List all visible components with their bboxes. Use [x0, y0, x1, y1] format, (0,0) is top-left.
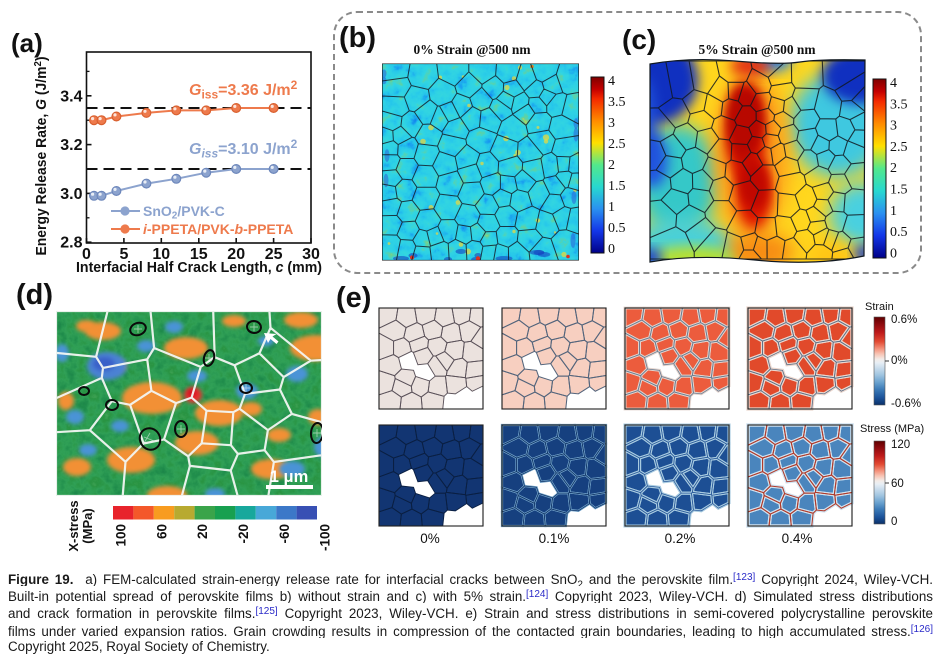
svg-text:1.5: 1.5	[890, 183, 908, 198]
svg-text:0: 0	[608, 242, 615, 257]
svg-text:0.2%: 0.2%	[665, 531, 696, 546]
svg-text:60: 60	[154, 524, 169, 539]
svg-text:5% Strain @500 nm: 5% Strain @500 nm	[699, 42, 817, 57]
svg-text:-20: -20	[236, 524, 251, 544]
svg-text:SnO2/PVK-C: SnO2/PVK-C	[143, 203, 225, 222]
svg-text:Giss=3.10 J/m2: Giss=3.10 J/m2	[189, 137, 298, 161]
svg-text:3.0: 3.0	[60, 186, 82, 203]
svg-text:3.5: 3.5	[890, 97, 908, 112]
svg-text:3.4: 3.4	[60, 88, 82, 105]
svg-text:-100: -100	[318, 524, 333, 551]
svg-text:5: 5	[119, 246, 128, 263]
svg-text:Giss=3.36 J/m2: Giss=3.36 J/m2	[189, 78, 298, 102]
svg-text:0: 0	[890, 246, 897, 261]
svg-text:1: 1	[890, 204, 897, 219]
svg-text:-60: -60	[277, 524, 292, 544]
svg-text:i-PPETA/PVK-b-PPETA: i-PPETA/PVK-b-PPETA	[143, 221, 293, 237]
svg-text:0: 0	[82, 246, 91, 263]
svg-text:4: 4	[890, 76, 897, 91]
svg-text:4: 4	[608, 74, 615, 89]
svg-text:60: 60	[891, 478, 904, 490]
svg-text:25: 25	[265, 246, 283, 263]
svg-text:3: 3	[608, 116, 615, 131]
svg-text:1: 1	[608, 200, 615, 215]
svg-text:15: 15	[190, 246, 208, 263]
svg-text:10: 10	[152, 246, 170, 263]
svg-text:Energy Release Rate, G (J/m2): Energy Release Rate, G (J/m2)	[33, 56, 50, 255]
svg-text:Strain: Strain	[865, 301, 894, 313]
svg-text:0.4%: 0.4%	[782, 531, 813, 546]
svg-text:2.8: 2.8	[60, 235, 82, 252]
svg-text:0%: 0%	[891, 355, 908, 367]
svg-text:0%: 0%	[420, 531, 440, 546]
svg-text:1 μm: 1 μm	[270, 468, 309, 486]
svg-text:(MPa): (MPa)	[80, 508, 95, 543]
svg-text:X-stress: X-stress	[66, 500, 81, 551]
svg-text:2.5: 2.5	[608, 137, 626, 152]
svg-text:20: 20	[195, 524, 210, 539]
svg-text:100: 100	[114, 524, 129, 547]
svg-text:0.5: 0.5	[890, 225, 908, 240]
svg-text:120: 120	[891, 439, 910, 451]
svg-text:3.5: 3.5	[608, 95, 626, 110]
svg-text:-0.6%: -0.6%	[891, 398, 921, 410]
svg-text:2: 2	[608, 158, 615, 173]
svg-text:0.5: 0.5	[608, 221, 626, 236]
svg-text:20: 20	[227, 246, 245, 263]
svg-text:1.5: 1.5	[608, 179, 626, 194]
svg-text:2.5: 2.5	[890, 140, 908, 155]
svg-text:0.1%: 0.1%	[539, 531, 570, 546]
svg-text:Stress (MPa): Stress (MPa)	[860, 423, 924, 435]
svg-text:3: 3	[890, 119, 897, 134]
svg-text:0% Strain @500 nm: 0% Strain @500 nm	[414, 42, 532, 57]
svg-text:3.2: 3.2	[60, 137, 82, 154]
svg-text:2: 2	[890, 161, 897, 176]
svg-text:30: 30	[302, 246, 320, 263]
svg-text:Interfacial Half Crack Length,: Interfacial Half Crack Length, c (mm)	[76, 260, 322, 276]
svg-text:0: 0	[891, 516, 897, 528]
svg-text:0.6%: 0.6%	[891, 314, 917, 326]
